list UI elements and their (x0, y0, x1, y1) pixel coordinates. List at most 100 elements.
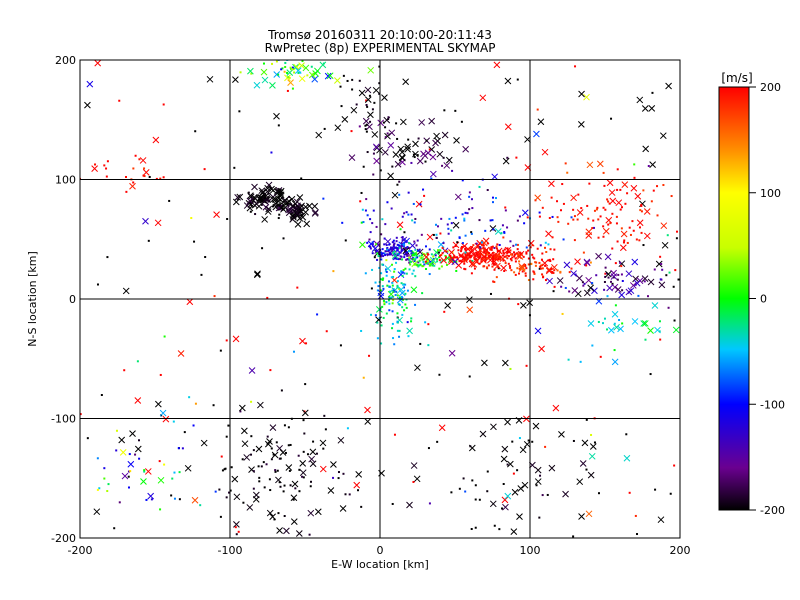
data-point (511, 440, 514, 443)
data-point (411, 219, 414, 222)
data-point-cross (500, 455, 508, 463)
data-point (289, 443, 292, 446)
data-point (386, 253, 389, 256)
data-point (464, 234, 467, 237)
data-point-cross (611, 283, 619, 291)
data-point (487, 256, 490, 259)
data-point (604, 266, 607, 269)
data-point-cross (504, 123, 512, 131)
data-point (614, 262, 617, 265)
data-point (440, 254, 443, 257)
data-point-cross (241, 440, 249, 448)
data-point (658, 320, 661, 323)
data-point (531, 253, 534, 256)
data-point (635, 238, 638, 241)
data-point (428, 264, 431, 267)
data-point (447, 232, 450, 235)
data-point (485, 250, 488, 253)
data-point (273, 518, 276, 521)
data-point (414, 248, 417, 251)
data-point (379, 255, 382, 258)
data-point (407, 191, 410, 194)
data-point (483, 250, 486, 253)
data-point-cross (631, 318, 639, 325)
data-point (383, 237, 386, 240)
data-point (391, 302, 394, 305)
data-point (506, 254, 509, 257)
data-point-cross (623, 454, 631, 462)
data-point (357, 489, 360, 492)
data-point-cross (269, 424, 277, 431)
data-point (573, 215, 576, 218)
data-point (632, 229, 635, 232)
data-point (486, 189, 489, 192)
data-point (387, 249, 390, 252)
data-point-cross (233, 493, 241, 501)
data-point (503, 230, 506, 233)
data-point (649, 373, 652, 376)
data-point (471, 246, 474, 249)
data-point (420, 254, 423, 257)
data-point-cross (608, 189, 616, 196)
data-point (485, 249, 488, 252)
data-point (413, 221, 416, 224)
data-point-cross (576, 209, 584, 216)
data-point (603, 184, 606, 187)
data-point (494, 197, 497, 200)
data-point (538, 215, 541, 218)
data-point (129, 470, 132, 473)
data-point (405, 306, 408, 309)
data-point (239, 71, 242, 74)
data-point (422, 260, 425, 263)
data-point (524, 274, 527, 277)
data-point (332, 476, 335, 479)
data-point (448, 159, 451, 162)
data-point (389, 248, 392, 251)
data-point (304, 383, 307, 386)
data-point (487, 255, 490, 258)
data-point (652, 189, 655, 192)
data-point (430, 177, 433, 180)
data-point (442, 156, 445, 159)
data-point (380, 278, 383, 281)
data-point-cross (307, 509, 315, 517)
data-point (100, 394, 103, 397)
data-point-cross (355, 471, 363, 478)
data-point (469, 256, 472, 259)
data-point (428, 273, 431, 276)
data-point (607, 276, 610, 279)
data-point-cross (605, 270, 612, 278)
data-point (384, 223, 387, 226)
data-point (297, 72, 300, 75)
data-point (398, 193, 401, 196)
data-point (103, 477, 106, 480)
data-point-cross (416, 157, 424, 165)
data-point (291, 87, 294, 90)
data-point (638, 226, 641, 229)
data-point-cross (309, 460, 317, 468)
data-point (403, 243, 406, 246)
data-point (432, 233, 435, 236)
data-point-cross (444, 302, 452, 309)
data-point (377, 252, 380, 255)
data-point-cross (661, 241, 669, 249)
data-point (425, 139, 428, 142)
data-point (619, 208, 622, 211)
data-point-cross (339, 505, 347, 512)
data-point (408, 268, 411, 271)
data-point (306, 74, 309, 77)
data-point (381, 285, 384, 288)
data-point (277, 512, 280, 515)
data-point (306, 453, 309, 456)
data-point-cross (293, 63, 301, 71)
data-point-cross (259, 189, 266, 197)
data-point (395, 236, 398, 239)
data-point (379, 169, 382, 172)
data-point-cross (314, 67, 321, 75)
data-point (590, 433, 593, 436)
data-point-cross (377, 119, 385, 127)
data-point (340, 105, 343, 108)
x-tick-label: -200 (68, 544, 93, 557)
data-point (424, 160, 427, 163)
data-point (362, 376, 365, 379)
